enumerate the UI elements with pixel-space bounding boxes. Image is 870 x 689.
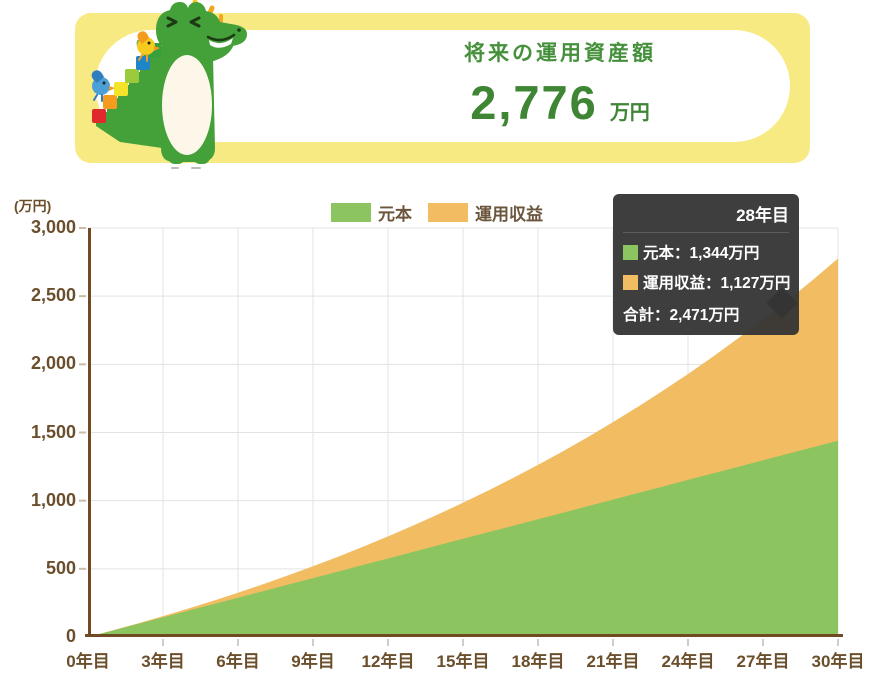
tooltip-total-row: 合計：2,471万円 bbox=[623, 303, 789, 325]
x-axis-tick-label: 9年目 bbox=[291, 652, 335, 671]
legend-label-principal: 元本 bbox=[378, 205, 412, 224]
x-axis-tick-label: 6年目 bbox=[216, 652, 260, 671]
y-axis-tick-label: 2,000 bbox=[30, 353, 76, 374]
tooltip-separator: ： bbox=[654, 307, 670, 324]
x-axis-tick-label: 3年目 bbox=[141, 652, 185, 671]
tooltip-swatch-principal bbox=[623, 244, 638, 260]
tooltip-swatch-returns bbox=[623, 274, 638, 290]
legend-label-returns: 運用収益 bbox=[475, 205, 543, 224]
tooltip-returns-value: 1,127万円 bbox=[720, 275, 791, 292]
tooltip-separator: ： bbox=[674, 245, 690, 262]
tooltip-total-value: 2,471万円 bbox=[669, 307, 740, 324]
blue-bird-icon bbox=[91, 70, 115, 102]
y-axis-tick-label: 1,000 bbox=[30, 489, 76, 510]
yellow-bird-icon bbox=[137, 31, 160, 62]
tooltip-row-returns: 運用収益： 1,127万円 bbox=[623, 271, 791, 293]
result-banner: 将来の運用資産額 2,776 万円 bbox=[75, 0, 810, 169]
legend-swatch-principal bbox=[331, 203, 371, 222]
result-amount-row: 2,776 万円 bbox=[325, 75, 795, 130]
x-axis-tick-label: 0年目 bbox=[66, 652, 110, 671]
y-axis-tick-label: 3,000 bbox=[30, 217, 76, 237]
chart-tooltip: 28年目 元本： 1,344万円 運用収益： 1,127万円 合計：2,471万円 bbox=[613, 194, 799, 335]
result-amount-unit: 万円 bbox=[609, 102, 650, 124]
stacked-area-chart[interactable] bbox=[79, 227, 843, 646]
tooltip-returns-label: 運用収益 bbox=[643, 275, 706, 292]
x-axis-tick-label: 24年目 bbox=[661, 652, 715, 671]
tooltip-separator: ： bbox=[705, 275, 721, 292]
x-axis-tick-label: 30年目 bbox=[811, 652, 865, 671]
y-axis-tick-label: 1,500 bbox=[30, 421, 76, 442]
tooltip-principal-label: 元本 bbox=[643, 245, 675, 262]
tooltip-row-principal: 元本： 1,344万円 bbox=[623, 241, 789, 263]
chart-legend: 元本 運用収益 bbox=[10, 200, 870, 225]
result-title: 将来の運用資産額 bbox=[464, 42, 656, 65]
tooltip-total-label: 合計 bbox=[623, 307, 655, 324]
x-axis-tick-label: 21年目 bbox=[586, 652, 640, 671]
y-axis-unit-label: (万円) bbox=[14, 198, 52, 214]
y-axis-tick-label: 2,500 bbox=[30, 285, 76, 306]
x-axis-tick-label: 12年目 bbox=[361, 652, 415, 671]
x-axis-tick-label: 18年目 bbox=[511, 652, 565, 671]
result-summary: 将来の運用資産額 2,776 万円 bbox=[325, 37, 795, 130]
x-axis-tick-label: 27年目 bbox=[736, 652, 790, 671]
dino-mascot-icon bbox=[91, 0, 247, 169]
legend-swatch-returns bbox=[428, 203, 468, 222]
tooltip-year-title: 28年目 bbox=[623, 201, 789, 233]
y-axis-tick-label: 0 bbox=[65, 626, 76, 646]
x-axis-tick-label: 15年目 bbox=[436, 652, 490, 671]
result-amount: 2,776 bbox=[470, 76, 598, 129]
tooltip-principal-value: 1,344万円 bbox=[689, 245, 760, 262]
y-axis-tick-label: 500 bbox=[45, 557, 76, 578]
